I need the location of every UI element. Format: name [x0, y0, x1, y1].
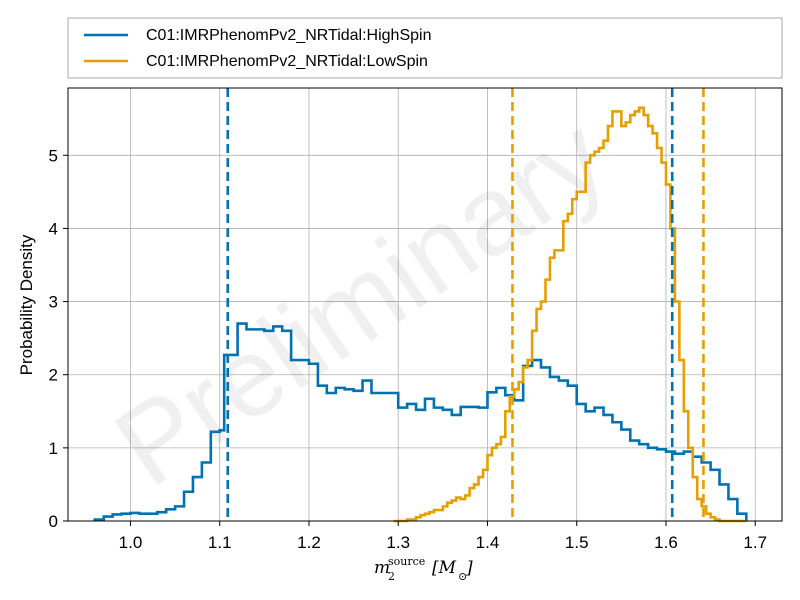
x-tick-label-5: 1.5	[565, 533, 589, 552]
y-tick-label-0: 0	[49, 512, 58, 531]
x-axis-label-unit-close: ]	[465, 558, 473, 578]
series-layer	[93, 106, 748, 523]
x-tick-label-1: 1.1	[208, 533, 232, 552]
y-tick-label-5: 5	[49, 146, 58, 165]
histogram-series-0	[93, 322, 748, 521]
x-axis-label-sup: source	[388, 555, 425, 568]
plot-frame	[67, 87, 783, 522]
y-axis-label: Probability Density	[17, 234, 36, 375]
y-tick-label-3: 3	[49, 293, 58, 312]
x-tick-label-6: 1.6	[654, 533, 678, 552]
x-axis-ticks: 1.0 1.1 1.2 1.3 1.4 1.5 1.6 1.7	[119, 521, 767, 552]
legend-label-highspin: C01:IMRPhenomPv2_NRTidal:HighSpin	[146, 27, 431, 44]
legend: C01:IMRPhenomPv2_NRTidal:HighSpin C01:IM…	[67, 17, 783, 79]
x-axis-label-unit-sub: ⊙	[458, 570, 467, 583]
x-tick-label-4: 1.4	[476, 533, 500, 552]
y-tick-label-1: 1	[49, 439, 58, 458]
histogram-series-1	[393, 106, 747, 523]
x-axis-label-unit: [M	[432, 558, 457, 578]
credible-interval-lines	[226, 88, 705, 521]
x-axis-label-sub: 2	[388, 570, 395, 583]
grid	[68, 88, 782, 522]
x-tick-label-2: 1.2	[297, 533, 321, 552]
x-tick-label-0: 1.0	[119, 533, 143, 552]
x-tick-label-7: 1.7	[743, 533, 767, 552]
y-tick-label-4: 4	[49, 219, 58, 238]
x-tick-label-3: 1.3	[386, 533, 410, 552]
x-axis-label: m source 2 [M ⊙ ]	[374, 555, 473, 583]
y-axis-ticks: 0 1 2 3 4 5	[49, 146, 68, 531]
legend-label-lowspin: C01:IMRPhenomPv2_NRTidal:LowSpin	[146, 53, 428, 70]
y-tick-label-2: 2	[49, 366, 58, 385]
plot-area: Preliminary 1.0 1.1 1.2 1.3 1.4 1.5 1.6 1.7 012…	[49, 87, 783, 552]
legend-frame	[67, 17, 783, 79]
x-axis-label-base: m	[374, 558, 390, 578]
